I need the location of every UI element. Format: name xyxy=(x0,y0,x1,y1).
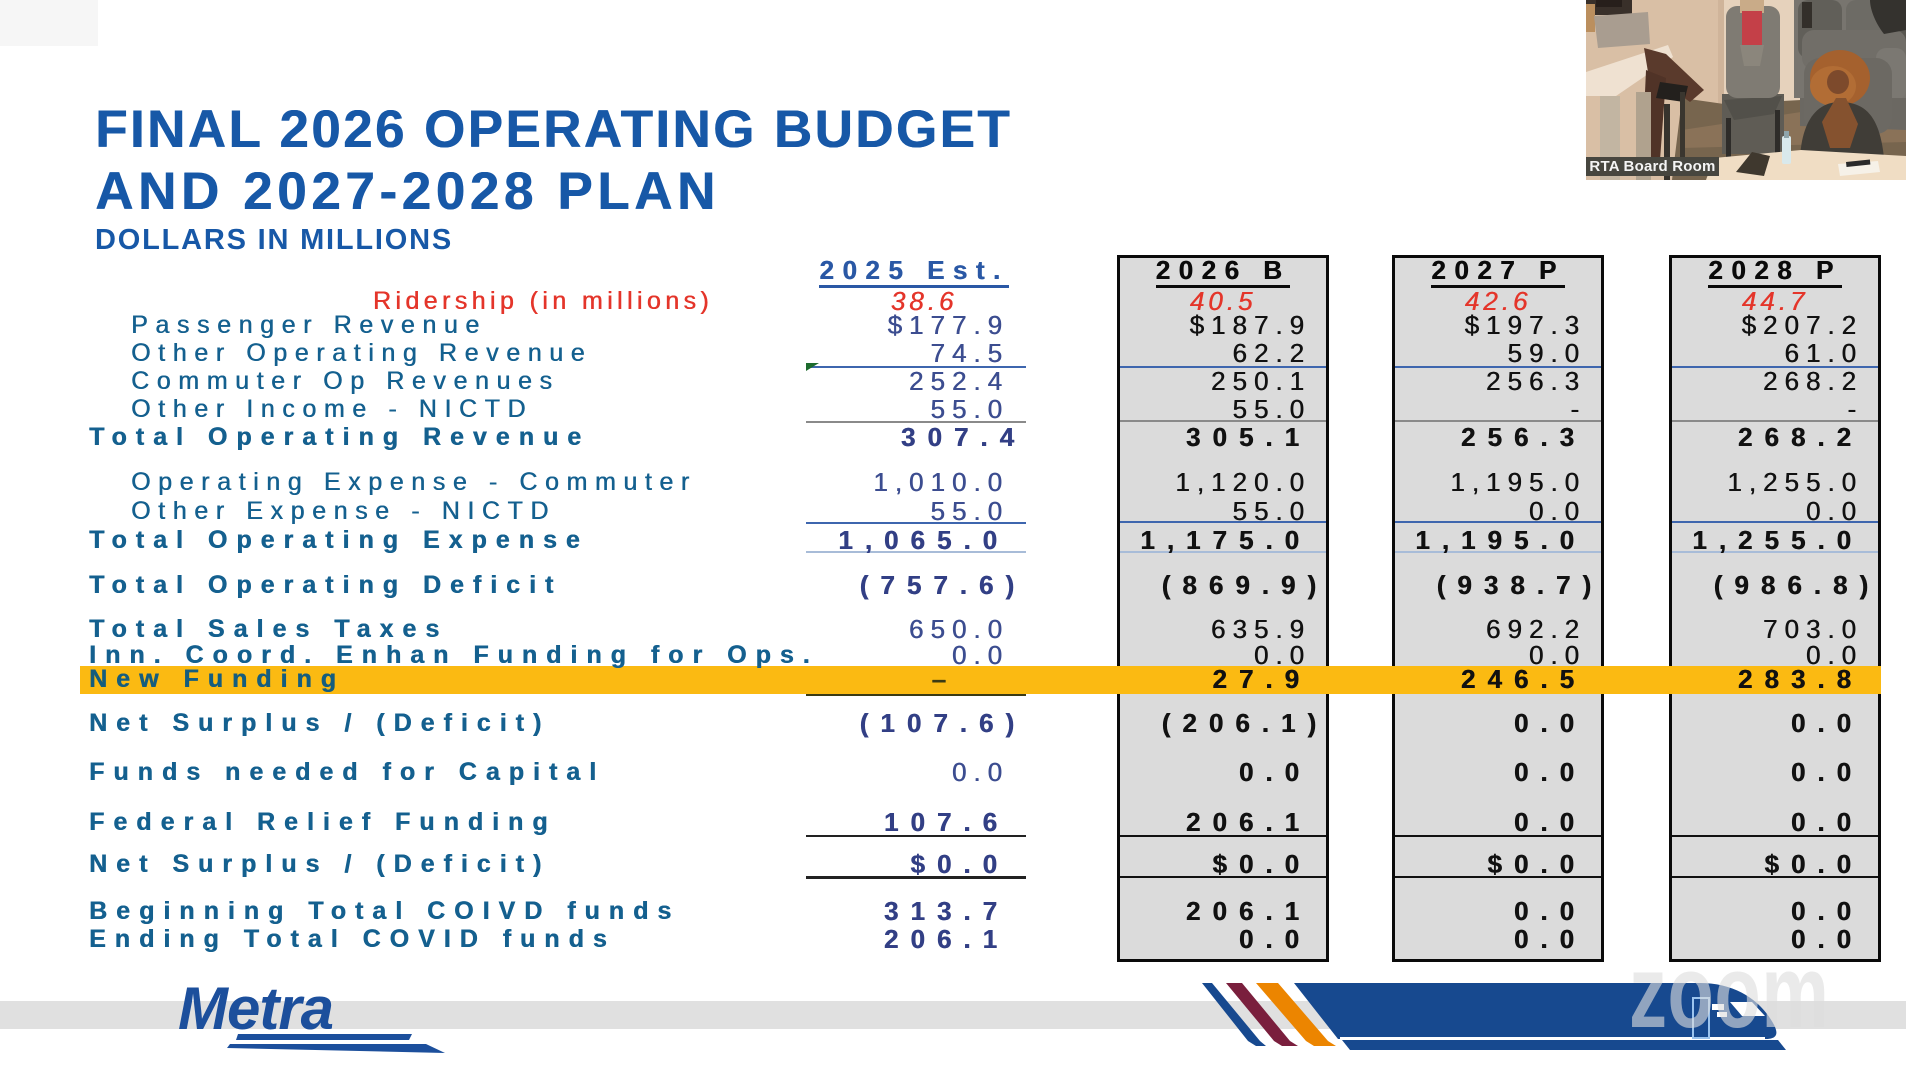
svg-text:Metra: Metra xyxy=(178,977,333,1042)
